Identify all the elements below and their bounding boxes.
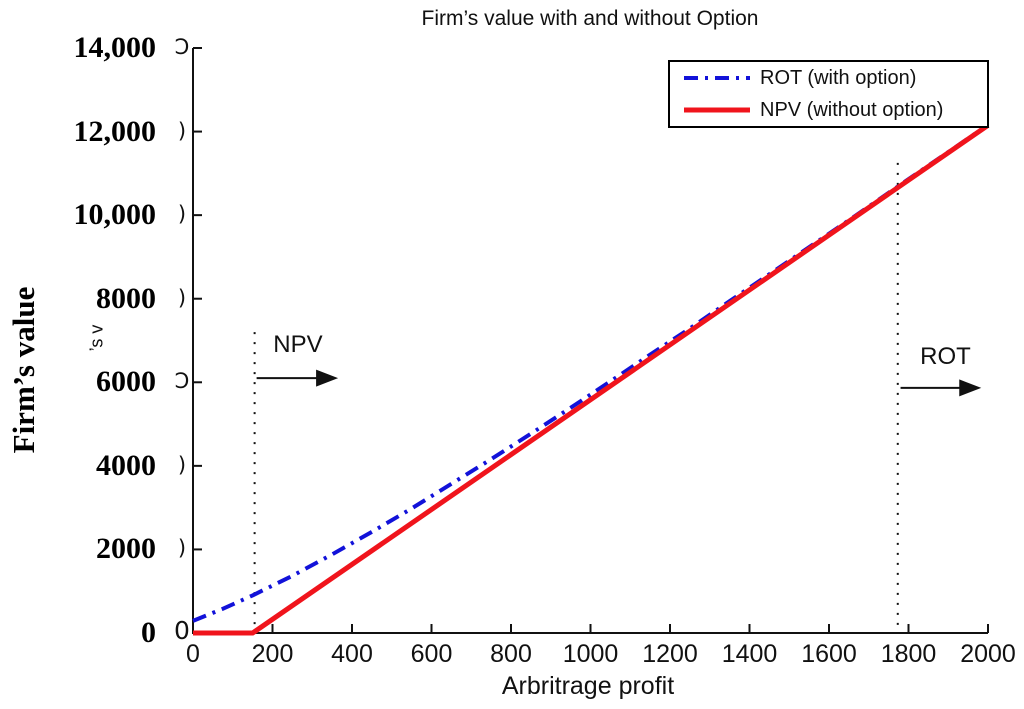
y-tick-label: 4000 — [96, 448, 156, 482]
legend-item-npv: NPV (without option) — [682, 96, 987, 124]
y-tick-label: 0 — [141, 616, 156, 649]
x-tick-label: 1600 — [801, 640, 857, 668]
arrow-head-rot-icon — [959, 379, 982, 397]
x-tick-label: 400 — [331, 640, 373, 668]
x-tick-label: 600 — [410, 640, 453, 668]
x-tick-label: 1200 — [642, 640, 698, 668]
tick-label-remnant: ) — [177, 118, 187, 143]
chart-title: Firm’s value with and without Option — [421, 7, 759, 30]
x-tick-label: 1400 — [721, 640, 778, 668]
x-tick-label: 2000 — [960, 640, 1016, 668]
tick-label-remnant: ) — [177, 452, 187, 477]
npv-line-sample-icon — [684, 107, 750, 113]
tick-label-remnant: Ɔ — [174, 35, 190, 59]
annotation-npv: NPV — [273, 331, 323, 359]
y-tick-label: 2000 — [96, 532, 156, 566]
x-tick-label: 200 — [251, 640, 294, 668]
series-npv — [193, 123, 990, 636]
x-tick-label: 1000 — [562, 640, 619, 668]
annotation-rot: ROT — [920, 343, 971, 371]
y-tick-label: 8000 — [96, 281, 156, 315]
tick-label-remnant: Ɔ — [174, 369, 190, 394]
y-tick-label: 10,000 — [73, 198, 157, 232]
y-tick-label: 12,000 — [73, 114, 157, 148]
tick-label-remnant: ) — [177, 202, 187, 227]
y-tick-label: 14,000 — [73, 31, 157, 64]
x-tick-label: 0 — [186, 640, 200, 668]
y-axis-label-remnant: ’s v — [86, 324, 107, 352]
tick-label-remnant: ) — [177, 285, 187, 310]
x-tick-label: 1800 — [880, 640, 937, 668]
x-axis-label: Arbritrage profit — [501, 672, 675, 700]
tick-label-remnant: ) — [177, 536, 187, 561]
x-tick-label: 800 — [490, 640, 532, 668]
series-rot — [192, 123, 990, 623]
arrow-head-npv-icon — [316, 369, 339, 387]
legend-label-npv: NPV (without option) — [760, 98, 944, 121]
tick-label-remnant: 0 — [174, 616, 190, 645]
legend: ROT (with option) NPV (without option) — [668, 60, 989, 128]
legend-item-rot: ROT (with option) — [682, 64, 987, 92]
y-tick-label: 6000 — [96, 365, 156, 399]
rot-line-sample-icon — [684, 76, 750, 80]
legend-label-rot: ROT (with option) — [760, 66, 917, 89]
